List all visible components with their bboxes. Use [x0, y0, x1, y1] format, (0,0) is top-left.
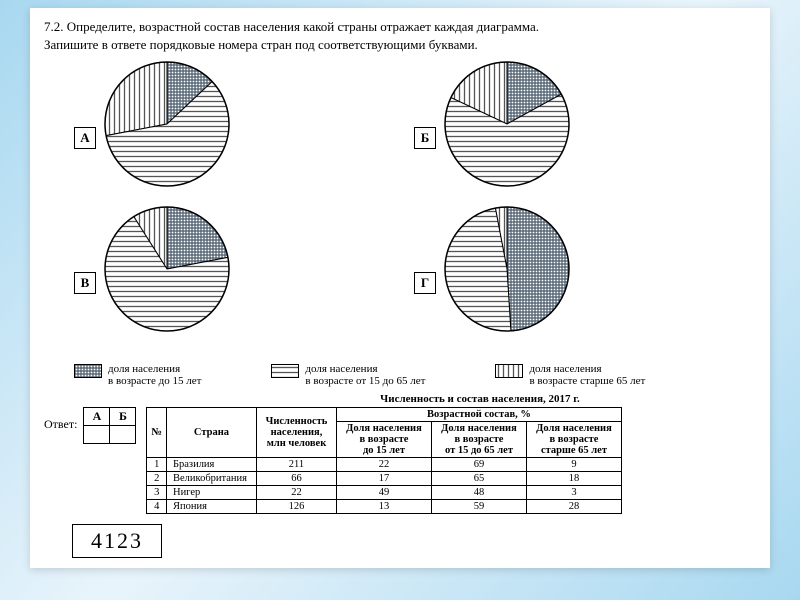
- question-line2: Запишите в ответе порядковые номера стра…: [44, 37, 478, 52]
- pie-chart: [442, 59, 572, 189]
- swatch-vstripe-icon: [495, 364, 523, 378]
- table-row: 1 Бразилия 211 22 69 9: [147, 458, 622, 472]
- table-title: Численность и состав населения, 2017 г.: [204, 393, 756, 405]
- legend-label-a: доля населения в возрасте до 15 лет: [108, 363, 201, 387]
- legend: доля населения в возрасте до 15 лет доля…: [44, 363, 756, 387]
- th-c2: Доля населения в возрасте от 15 до 65 ле…: [431, 422, 526, 458]
- question-number: 7.2.: [44, 19, 64, 34]
- legend-item-mid: доля населения в возрасте от 15 до 65 ле…: [271, 363, 425, 387]
- th-pop: Численность населения, млн человек: [256, 408, 336, 458]
- question-text: 7.2. Определите, возрастной состав насел…: [44, 18, 756, 53]
- legend-label-b: доля населения в возрасте от 15 до 65 ле…: [305, 363, 425, 387]
- answer-block: Ответ: А Б: [44, 407, 136, 444]
- chart-Б: Б: [414, 59, 572, 189]
- chart-label: А: [74, 127, 96, 149]
- chart-label: Б: [414, 127, 436, 149]
- legend-item-over65: доля населения в возрасте старше 65 лет: [495, 363, 645, 387]
- bottom-row: Ответ: А Б № Страна Численность населени…: [44, 407, 756, 514]
- charts-area: А Б В Г: [44, 59, 756, 359]
- chart-В: В: [74, 204, 232, 334]
- chart-label: В: [74, 272, 96, 294]
- pie-chart: [102, 204, 232, 334]
- th-num: №: [147, 408, 167, 458]
- swatch-crosshatch-icon: [74, 364, 102, 378]
- chart-label: Г: [414, 272, 436, 294]
- chart-Г: Г: [414, 204, 572, 334]
- table-row: 3 Нигер 22 49 48 3: [147, 486, 622, 500]
- question-line1: Определите, возрастной состав населения …: [67, 19, 539, 34]
- answer-col-b: Б: [110, 408, 136, 426]
- swatch-hstripe-icon: [271, 364, 299, 378]
- pie-chart: [102, 59, 232, 189]
- legend-item-under15: доля населения в возрасте до 15 лет: [74, 363, 201, 387]
- answer-value: 4123: [72, 524, 162, 558]
- table-row: 4 Япония 126 13 59 28: [147, 500, 622, 514]
- answer-grid: А Б: [83, 407, 136, 444]
- th-c1: Доля населения в возрасте до 15 лет: [336, 422, 431, 458]
- th-country: Страна: [166, 408, 256, 458]
- th-age-group: Возрастной состав, %: [336, 408, 621, 422]
- table-row: 2 Великобритания 66 17 65 18: [147, 472, 622, 486]
- legend-label-c: доля населения в возрасте старше 65 лет: [529, 363, 645, 387]
- chart-А: А: [74, 59, 232, 189]
- data-table: № Страна Численность населения, млн чело…: [146, 407, 622, 514]
- th-c3: Доля населения в возрасте старше 65 лет: [526, 422, 621, 458]
- answer-label: Ответ:: [44, 417, 77, 432]
- pie-chart: [442, 204, 572, 334]
- worksheet-page: 7.2. Определите, возрастной состав насел…: [30, 8, 770, 568]
- answer-col-a: А: [84, 408, 110, 426]
